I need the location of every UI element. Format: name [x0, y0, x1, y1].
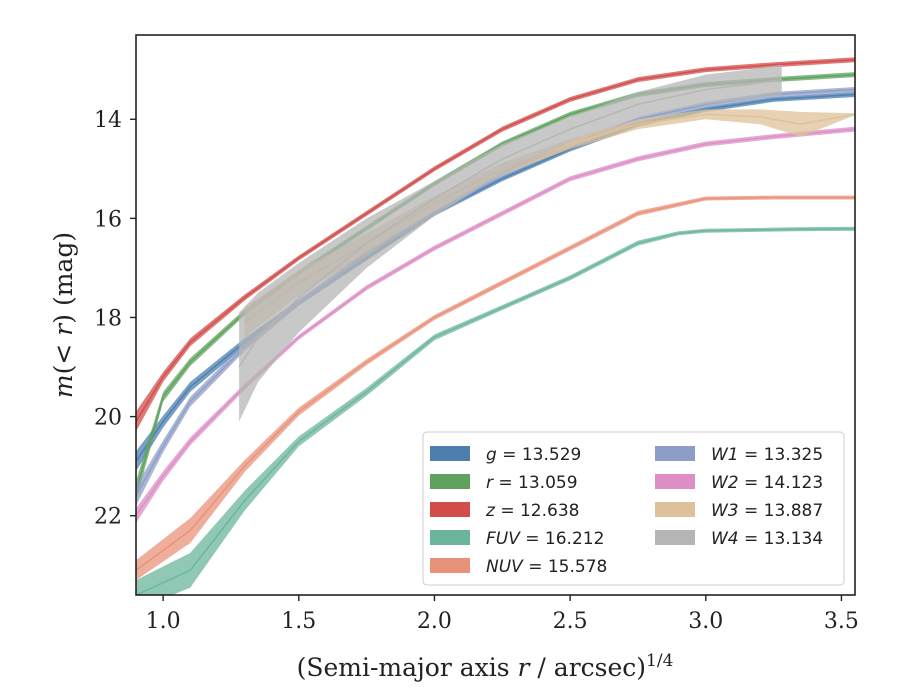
legend-swatch-w3: [655, 502, 695, 517]
x-axis-label-prefix: (Semi-major axis: [297, 653, 518, 682]
y-tick-label: 18: [94, 306, 122, 331]
series-layer: [136, 57, 855, 595]
x-tick-label: 1.5: [281, 609, 316, 634]
legend-label-w1: W1 = 13.325: [711, 445, 823, 465]
legend-swatch-r: [430, 474, 470, 489]
series-line-fuv: [136, 227, 855, 595]
x-tick-label: 3.0: [688, 609, 723, 634]
legend-swatch-w4: [655, 530, 695, 545]
legend-label-fuv: FUV = 16.212: [486, 529, 604, 549]
legend-label-nuv: NUV = 15.578: [486, 557, 607, 577]
x-axis-ticks: 1.0 1.5 2.0 2.5 3.0 3.5: [146, 595, 859, 634]
legend: g = 13.529 r = 13.059 z = 12.638 FUV = 16.2…: [422, 431, 845, 586]
series-band-w3: [244, 109, 855, 338]
series-band-fuv: [136, 226, 855, 595]
legend-label-w4: W4 = 13.134: [711, 529, 823, 549]
plot-frame: [135, 34, 856, 596]
legend-swatch-g: [430, 446, 470, 461]
y-tick-label: 16: [94, 207, 122, 232]
x-tick-label: 2.5: [553, 609, 588, 634]
series-line-z: [136, 58, 855, 422]
series-line-nuv: [136, 196, 855, 571]
series-band-z: [136, 57, 855, 432]
legend-swatch-z: [430, 502, 470, 517]
legend-swatch-w1: [655, 446, 695, 461]
legend-swatch-fuv: [430, 530, 470, 545]
y-axis-label: m(< r) (mag): [49, 232, 78, 398]
legend-label-w3: W3 = 13.887: [711, 501, 823, 521]
legend-box: [422, 431, 845, 586]
x-axis-label-suffix: / arcsec): [529, 653, 646, 682]
legend-label-z: z = 12.638: [485, 501, 579, 521]
series-line-w4: [238, 78, 782, 368]
x-tick-label: 3.5: [824, 609, 859, 634]
y-tick-label: 22: [94, 505, 122, 530]
y-axis-ticks: 14 16 18 20 22: [94, 108, 136, 530]
legend-swatch-nuv: [430, 558, 470, 573]
legend-label-r: r = 13.059: [486, 473, 578, 493]
legend-label-w2: W2 = 14.123: [711, 473, 823, 493]
series-band-w4: [239, 64, 782, 422]
legend-swatch-w2: [655, 474, 695, 489]
x-axis-label-var: r: [518, 653, 532, 682]
x-axis-label-exponent: 1/4: [646, 651, 673, 671]
x-tick-label: 2.0: [417, 609, 452, 634]
series-line-w2: [136, 128, 855, 517]
x-tick-label: 1.0: [146, 609, 181, 634]
y-tick-label: 14: [94, 108, 122, 133]
legend-label-g: g = 13.529: [486, 445, 581, 465]
x-axis-label: (Semi-major axis r / arcsec)1/4: [297, 651, 674, 682]
y-tick-label: 20: [94, 406, 122, 431]
